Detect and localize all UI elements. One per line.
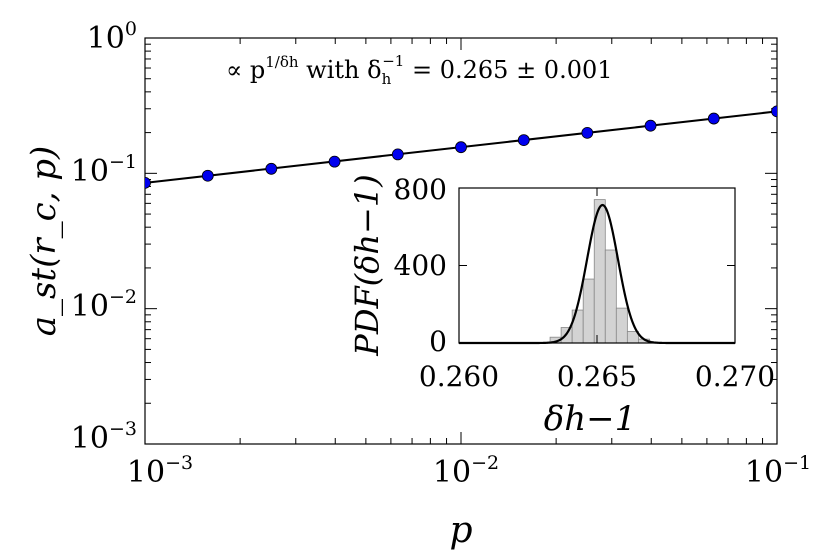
data-point xyxy=(201,169,214,182)
y-tick-label-1: 100 xyxy=(87,18,137,56)
data-point xyxy=(707,112,720,125)
data-point xyxy=(455,141,467,154)
x-axis-title: p xyxy=(449,510,472,551)
inset-y-tick-label-1: 800 xyxy=(394,173,447,206)
inset-y-axis-title: PDF(δh−1) xyxy=(348,174,386,356)
histogram-bar xyxy=(604,249,617,344)
data-point xyxy=(145,176,151,189)
inset-ticks xyxy=(458,187,736,344)
main-minor-ticks xyxy=(145,38,777,444)
histogram-bar xyxy=(615,307,628,344)
inset-y-tick-label-2: 400 xyxy=(394,249,447,282)
inset-y-tick-label-3: 0 xyxy=(429,325,447,358)
x-tick-label-3: 10−1 xyxy=(745,452,811,490)
main-data-points xyxy=(145,105,777,189)
histogram-bar xyxy=(582,278,595,344)
data-point xyxy=(771,105,777,118)
data-point xyxy=(328,155,341,168)
inset-x-tick-label-1: 0.260 xyxy=(419,360,499,393)
data-point xyxy=(265,162,278,175)
data-point xyxy=(581,126,594,139)
y-tick-label-3: 10−2 xyxy=(71,286,137,324)
main-major-ticks xyxy=(144,37,778,445)
inset-x-tick-label-3: 0.270 xyxy=(695,360,775,393)
y-axis-title: a_st(r_c, p) xyxy=(24,146,64,337)
y-tick-label-4: 10−3 xyxy=(71,418,137,456)
x-tick-label-2: 10−2 xyxy=(433,452,499,490)
fit-annotation: ∝ p1/δh with δh−1 = 0.265 ± 0.001 xyxy=(226,52,613,88)
y-tick-label-2: 10−1 xyxy=(71,151,137,189)
x-tick-label-1: 10−3 xyxy=(127,452,193,490)
inset-x-tick-label-2: 0.265 xyxy=(557,360,637,393)
data-point xyxy=(644,119,657,132)
data-point xyxy=(517,134,530,147)
data-point xyxy=(391,148,404,161)
inset-x-axis-title: δh−1 xyxy=(544,399,637,439)
